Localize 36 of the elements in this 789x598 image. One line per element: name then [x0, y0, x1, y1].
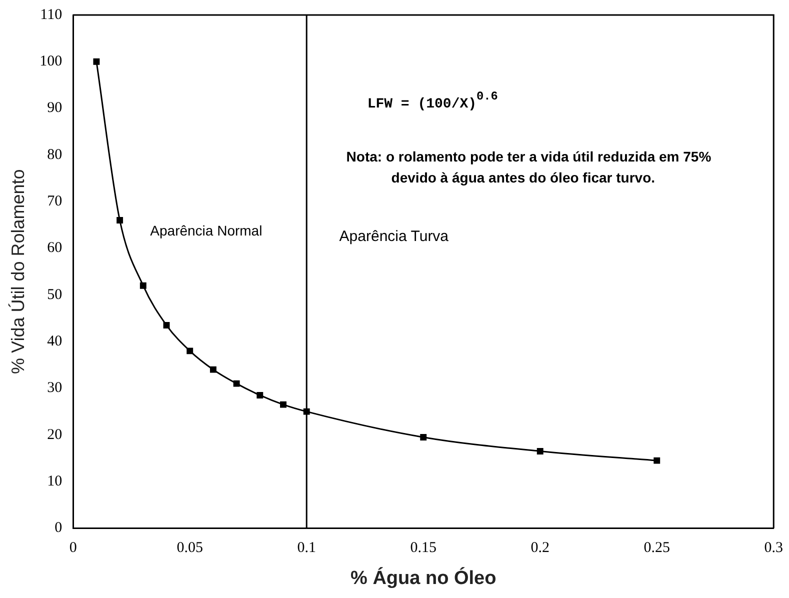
point: [280, 401, 286, 408]
point: [536, 448, 544, 454]
y-tick-label: 80: [47, 146, 62, 163]
y-tick-label: 50: [47, 286, 62, 303]
annotation: Aparência Normal: [150, 222, 262, 239]
x-tick-label: 0.15: [410, 540, 436, 556]
y-tick-label: 40: [47, 334, 62, 350]
x-axis-title: % Água no Óleo: [350, 566, 496, 589]
y-tick-label: 110: [40, 6, 62, 23]
x-tick-label: 0.1: [297, 540, 316, 556]
y-tick-label: 10: [47, 473, 62, 490]
y-tick-label: 0: [54, 520, 62, 536]
point: [140, 282, 146, 289]
y-tick-label: 60: [47, 240, 62, 256]
y-tick-label: 70: [47, 194, 62, 210]
x-tick-label: 0: [69, 540, 77, 556]
y-axis-title: % Vida Útil do Rolamento: [8, 169, 28, 374]
point: [210, 366, 216, 373]
point: [233, 380, 240, 387]
point: [93, 58, 100, 65]
x-tick-label: 0.05: [176, 540, 203, 556]
y-tick-label: 100: [40, 54, 62, 70]
point: [116, 217, 124, 224]
x-tick-label: 0.3: [764, 540, 783, 556]
x-tick-label: 0.2: [530, 540, 550, 556]
y-tick-label: 30: [47, 380, 62, 396]
point: [420, 434, 427, 440]
point: [186, 348, 194, 354]
y-tick-label: 90: [47, 100, 62, 116]
y-tick-label: 20: [47, 426, 62, 443]
annotation: Nota: o rolamento pode ter a vida útil reduzida em 75% devido à água antes do óleo ficar turvo.: [346, 148, 712, 186]
point: [654, 457, 660, 464]
x-tick-label: 0.25: [644, 540, 670, 556]
point: [163, 322, 170, 328]
point: [256, 392, 264, 398]
annotation: Aparência Turva: [339, 228, 450, 245]
